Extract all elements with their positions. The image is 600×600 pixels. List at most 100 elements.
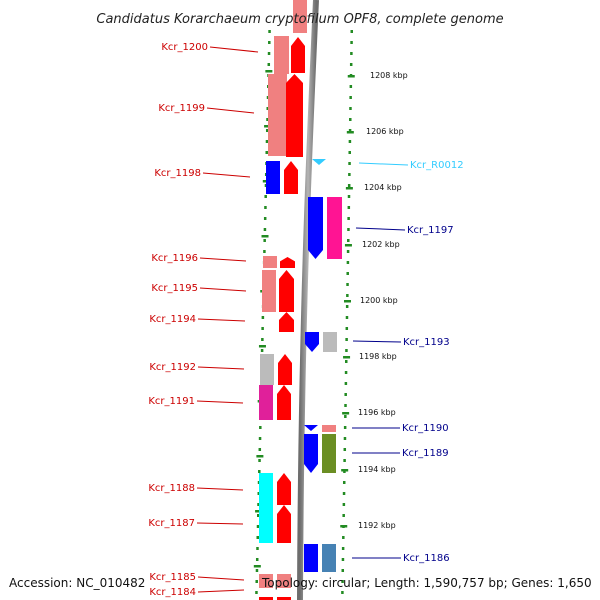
leader-line bbox=[206, 107, 255, 114]
major-tick-mark bbox=[341, 469, 349, 472]
gene-feature-kcr-1186[interactable] bbox=[304, 544, 318, 572]
major-tick-mark bbox=[347, 75, 355, 78]
leader-line bbox=[352, 340, 402, 343]
tick-mark bbox=[341, 591, 344, 594]
tick-mark bbox=[348, 129, 352, 132]
gene-feature-kcr-1187[interactable] bbox=[259, 505, 273, 543]
gene-feature-kcr-1184-pair[interactable] bbox=[277, 597, 291, 600]
gene-label-kcr-1200[interactable]: Kcr_1200 bbox=[161, 42, 208, 53]
tick-mark bbox=[263, 228, 267, 231]
tick-mark bbox=[343, 426, 347, 429]
tick-mark bbox=[263, 239, 266, 242]
gene-feature-kcr-1188[interactable] bbox=[259, 473, 273, 505]
leader-line bbox=[209, 46, 259, 53]
gene-feature-kcr-1192[interactable] bbox=[260, 354, 274, 385]
gene-feature-kcr-1186-pair[interactable] bbox=[322, 544, 336, 572]
tick-mark bbox=[345, 338, 348, 341]
gene-feature-kcr-1189-pair[interactable] bbox=[322, 434, 336, 473]
gene-label-kcr-1193[interactable]: Kcr_1193 bbox=[403, 337, 450, 348]
gene-feature-kcr-1185-pair[interactable] bbox=[277, 574, 291, 588]
tick-mark bbox=[350, 52, 353, 55]
gene-feature-kcr-1189[interactable] bbox=[304, 434, 318, 473]
major-tick-mark bbox=[346, 131, 354, 134]
scale-label: 1200 kbp bbox=[360, 296, 398, 305]
gene-label-kcr-1190[interactable]: Kcr_1190 bbox=[402, 423, 449, 434]
gene-label-kcr-1198[interactable]: Kcr_1198 bbox=[154, 168, 201, 179]
gene-feature-kcr-1190-pair[interactable] bbox=[322, 425, 336, 432]
gene-feature-kcr-1194[interactable] bbox=[279, 312, 294, 332]
gene-features bbox=[259, 0, 342, 600]
gene-feature-kcr-1190[interactable] bbox=[304, 425, 318, 431]
leader-line bbox=[202, 172, 251, 178]
gene-feature-kcr-1188-arrow[interactable] bbox=[277, 473, 291, 505]
tick-mark bbox=[344, 415, 347, 418]
gene-feature[interactable] bbox=[293, 0, 307, 33]
tick-mark bbox=[347, 206, 351, 209]
genome-backbone bbox=[297, 0, 319, 600]
tick-mark bbox=[341, 569, 345, 572]
gene-feature-kcr-1198-arrow[interactable] bbox=[284, 161, 298, 194]
gene-feature-kcr-1199[interactable] bbox=[268, 74, 287, 156]
gene-feature-kcr-1184[interactable] bbox=[259, 597, 273, 600]
gene-feature-kcr-1197-pair[interactable] bbox=[327, 197, 342, 259]
major-tick-mark bbox=[345, 187, 353, 190]
gene-label-kcr-1194[interactable]: Kcr_1194 bbox=[149, 314, 196, 325]
label-leader-lines bbox=[196, 46, 409, 593]
scale-labels: 1208 kbp 1206 kbp 1204 kbp 1202 kbp 1200… bbox=[358, 71, 408, 530]
gene-feature-kcr-1195[interactable] bbox=[262, 270, 276, 312]
tick-mark bbox=[341, 547, 345, 550]
gene-feature-kcr-1199-arrow[interactable] bbox=[286, 74, 303, 157]
tick-mark bbox=[255, 558, 259, 561]
scale-label: 1198 kbp bbox=[359, 352, 397, 361]
scale-label: 1208 kbp bbox=[370, 71, 408, 80]
leader-line bbox=[196, 400, 244, 404]
leader-line bbox=[196, 522, 244, 525]
tick-mark bbox=[342, 536, 345, 539]
gene-feature-kcr-1193[interactable] bbox=[305, 332, 319, 352]
gene-feature-kcr-1200[interactable] bbox=[274, 36, 289, 74]
gene-feature-kcr-1191[interactable] bbox=[259, 385, 273, 420]
gene-label-kcr-1185[interactable]: Kcr_1185 bbox=[149, 572, 196, 583]
major-tick-mark bbox=[344, 244, 352, 247]
gene-label-kcr-1192[interactable]: Kcr_1192 bbox=[149, 362, 196, 373]
gene-label-kcr-1196[interactable]: Kcr_1196 bbox=[151, 253, 198, 264]
gene-feature-kcr-1191-arrow[interactable] bbox=[277, 385, 291, 420]
gene-label-kcr-1188[interactable]: Kcr_1188 bbox=[148, 483, 195, 494]
scale-label: 1204 kbp bbox=[364, 183, 402, 192]
tick-mark bbox=[268, 30, 271, 33]
gene-label-kcr-1197[interactable]: Kcr_1197 bbox=[407, 225, 454, 236]
tick-mark bbox=[267, 63, 271, 66]
gene-label-kcr-1184[interactable]: Kcr_1184 bbox=[149, 587, 196, 598]
gene-feature-kcr-1198[interactable] bbox=[266, 161, 280, 194]
tick-mark bbox=[342, 514, 345, 517]
leader-line bbox=[355, 227, 406, 231]
tick-mark bbox=[345, 360, 348, 363]
gene-label-kcr-1186[interactable]: Kcr_1186 bbox=[403, 553, 450, 564]
gene-feature-kcr-1192-arrow[interactable] bbox=[278, 354, 292, 385]
gene-feature-kcr-1196[interactable] bbox=[263, 256, 277, 268]
gene-feature-kcr-1185[interactable] bbox=[259, 574, 273, 588]
gene-feature-kcr-1200-arrow[interactable] bbox=[291, 37, 305, 73]
gene-feature-kcr-1187-arrow[interactable] bbox=[277, 505, 291, 543]
gene-label-kcr-r0012[interactable]: Kcr_R0012 bbox=[410, 160, 464, 171]
gene-feature-kcr-1197[interactable] bbox=[308, 197, 323, 259]
tick-mark bbox=[264, 184, 268, 187]
gene-label-kcr-1189[interactable]: Kcr_1189 bbox=[402, 448, 449, 459]
leader-line bbox=[199, 257, 247, 262]
leader-line bbox=[197, 366, 245, 370]
tick-mark bbox=[256, 525, 260, 528]
tick-mark bbox=[263, 250, 266, 253]
tick-mark bbox=[347, 195, 351, 198]
tick-mark bbox=[263, 217, 267, 220]
gene-feature-kcr-1196-arrow[interactable] bbox=[280, 257, 295, 268]
gene-label-kcr-1191[interactable]: Kcr_1191 bbox=[148, 396, 195, 407]
gene-feature-kcr-1195-arrow[interactable] bbox=[279, 270, 294, 312]
tick-mark bbox=[344, 371, 348, 374]
gene-label-kcr-1199[interactable]: Kcr_1199 bbox=[158, 103, 205, 114]
major-tick-mark bbox=[253, 565, 261, 568]
gene-feature-kcr-r0012[interactable] bbox=[312, 159, 326, 165]
gene-label-kcr-1195[interactable]: Kcr_1195 bbox=[151, 283, 198, 294]
gene-label-kcr-1187[interactable]: Kcr_1187 bbox=[148, 518, 195, 529]
gene-feature-kcr-1193-pair[interactable] bbox=[323, 332, 337, 352]
tick-mark bbox=[256, 536, 259, 539]
